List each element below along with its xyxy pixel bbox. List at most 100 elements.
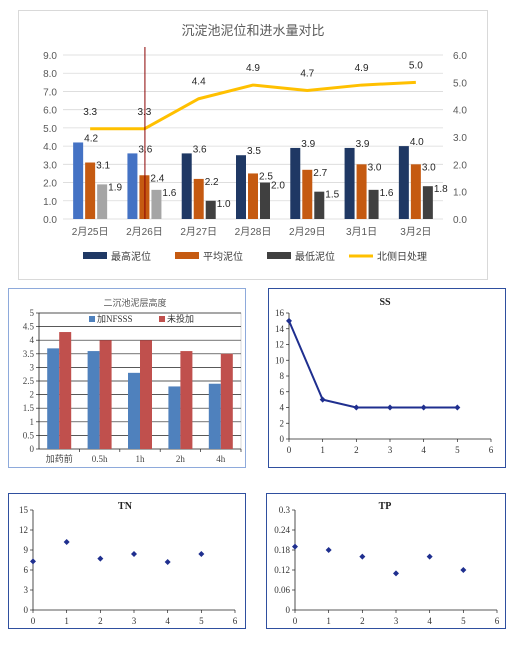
legend-swatch: [83, 252, 107, 259]
data-label: 2.4: [150, 173, 164, 184]
data-label: 2.2: [205, 177, 219, 188]
chart-title: 二沉池泥层高度: [103, 297, 166, 308]
legend-swatch: [89, 316, 95, 322]
chart-tn-panel: TN 0 3 6 9 12 15 0 1 2 3 4 5 6: [8, 493, 246, 629]
y-tick-label: 16: [275, 308, 285, 318]
y-tick-label: 0: [24, 605, 29, 615]
line-data-label: 4.7: [300, 69, 314, 80]
bar: [151, 189, 162, 219]
data-label: 3.1: [96, 161, 110, 172]
data-point: [131, 551, 137, 557]
y-tick-label: 6.0: [43, 106, 57, 117]
x-tick-label: 2月29日: [289, 226, 326, 238]
line-data-label: 4.9: [355, 63, 369, 74]
y-tick-label: 0: [280, 434, 285, 444]
data-point: [420, 404, 427, 411]
legend-label: 平均泥位: [203, 250, 243, 263]
y2-tick-label: 2.0: [453, 160, 467, 171]
data-label: 3.9: [301, 139, 315, 150]
x-tick-label: 6: [495, 616, 500, 626]
x-tick-label: 5: [199, 616, 204, 626]
x-tick-label: 6: [489, 445, 494, 455]
y-tick-label: 12: [19, 525, 28, 535]
chart-tp-panel: TP 0 0.06 0.12 0.18 0.24 0.3 0 1 2 3 4 5 6: [266, 493, 506, 629]
legend-label: 最高泥位: [111, 250, 151, 263]
y-tick-label: 0.3: [279, 505, 291, 515]
line-data-label: 5.0: [409, 60, 423, 71]
bar: [97, 184, 108, 219]
bar: [368, 189, 379, 219]
bar: [180, 351, 193, 449]
legend-swatch: [175, 252, 199, 259]
y-tick-label: 9: [24, 545, 29, 555]
chart-title: TN: [118, 501, 133, 512]
y2-tick-label: 1.0: [453, 188, 467, 199]
data-label: 1.6: [380, 188, 394, 199]
bar: [290, 147, 301, 219]
bar: [128, 372, 140, 449]
y-tick-label: 3: [30, 362, 35, 372]
x-tick-label: 4: [165, 616, 170, 626]
x-tick-label: 0.5h: [92, 454, 108, 464]
x-tick-label: 2月25日: [72, 226, 109, 238]
y-tick-label: 1.5: [23, 403, 35, 413]
line-data-label: 4.9: [246, 63, 260, 74]
data-point: [353, 404, 360, 411]
y-tick-label: 8: [280, 371, 285, 381]
data-label: 1.6: [162, 188, 176, 199]
data-label: 1.0: [217, 199, 231, 210]
y-tick-label: 5: [30, 308, 35, 318]
x-tick-label: 0: [293, 616, 298, 626]
y2-tick-label: 4.0: [453, 106, 467, 117]
y-tick-label: 0.18: [274, 545, 290, 555]
y2-tick-label: 5.0: [453, 78, 467, 89]
chart-title: TP: [379, 501, 392, 512]
x-tick-label: 2: [360, 616, 365, 626]
data-point: [325, 547, 332, 553]
data-label: 2.7: [313, 168, 327, 179]
data-label: 3.9: [356, 139, 370, 150]
data-label: 3.0: [422, 162, 436, 173]
bar: [314, 191, 325, 219]
bar: [168, 386, 181, 449]
x-tick-label: 0: [31, 616, 36, 626]
y-tick-label: 7.0: [43, 87, 57, 98]
bar: [85, 162, 96, 219]
x-tick-label: 0: [287, 445, 292, 455]
data-point: [387, 404, 393, 411]
line-data-label: 4.4: [192, 77, 206, 88]
data-point: [292, 543, 298, 550]
data-point: [393, 570, 399, 577]
data-point: [319, 396, 326, 403]
x-tick-label: 3月2日: [400, 226, 431, 238]
chart-tp: TP 0 0.06 0.12 0.18 0.24 0.3 0 1 2 3 4 5 6: [274, 501, 500, 626]
data-point: [63, 539, 70, 545]
line-data-label: 3.3: [83, 107, 97, 118]
data-point: [454, 404, 461, 411]
bar: [47, 348, 60, 449]
bar: [99, 340, 112, 449]
y2-tick-label: 0.0: [453, 215, 467, 226]
x-tick-label: 1h: [136, 454, 146, 464]
y-tick-label: 0.24: [274, 525, 290, 535]
y-tick-label: 2.5: [23, 376, 35, 386]
bar: [193, 178, 204, 219]
legend-swatch: [267, 252, 291, 259]
data-point: [30, 558, 36, 565]
bar: [302, 169, 313, 219]
chart-title: 沉淀池泥位和进水量对比: [181, 23, 324, 38]
data-label: 1.5: [325, 190, 339, 201]
data-label: 2.0: [271, 181, 285, 192]
bar: [248, 173, 258, 219]
chart-ss-panel: SS 0 2 4 6 8 10 12 14 16 0 1 2 3 4 5 6: [268, 288, 506, 468]
series-line: [288, 320, 458, 409]
bar: [140, 340, 152, 449]
x-tick-label: 1: [320, 445, 325, 455]
x-tick-label: 5: [455, 445, 460, 455]
data-label: 3.5: [247, 146, 261, 157]
data-label: 3.6: [193, 144, 207, 155]
legend-swatch: [159, 316, 165, 322]
x-tick-label: 2h: [176, 454, 186, 464]
legend-label: 北侧日处理: [377, 250, 427, 263]
y-tick-label: 5.0: [43, 124, 57, 135]
